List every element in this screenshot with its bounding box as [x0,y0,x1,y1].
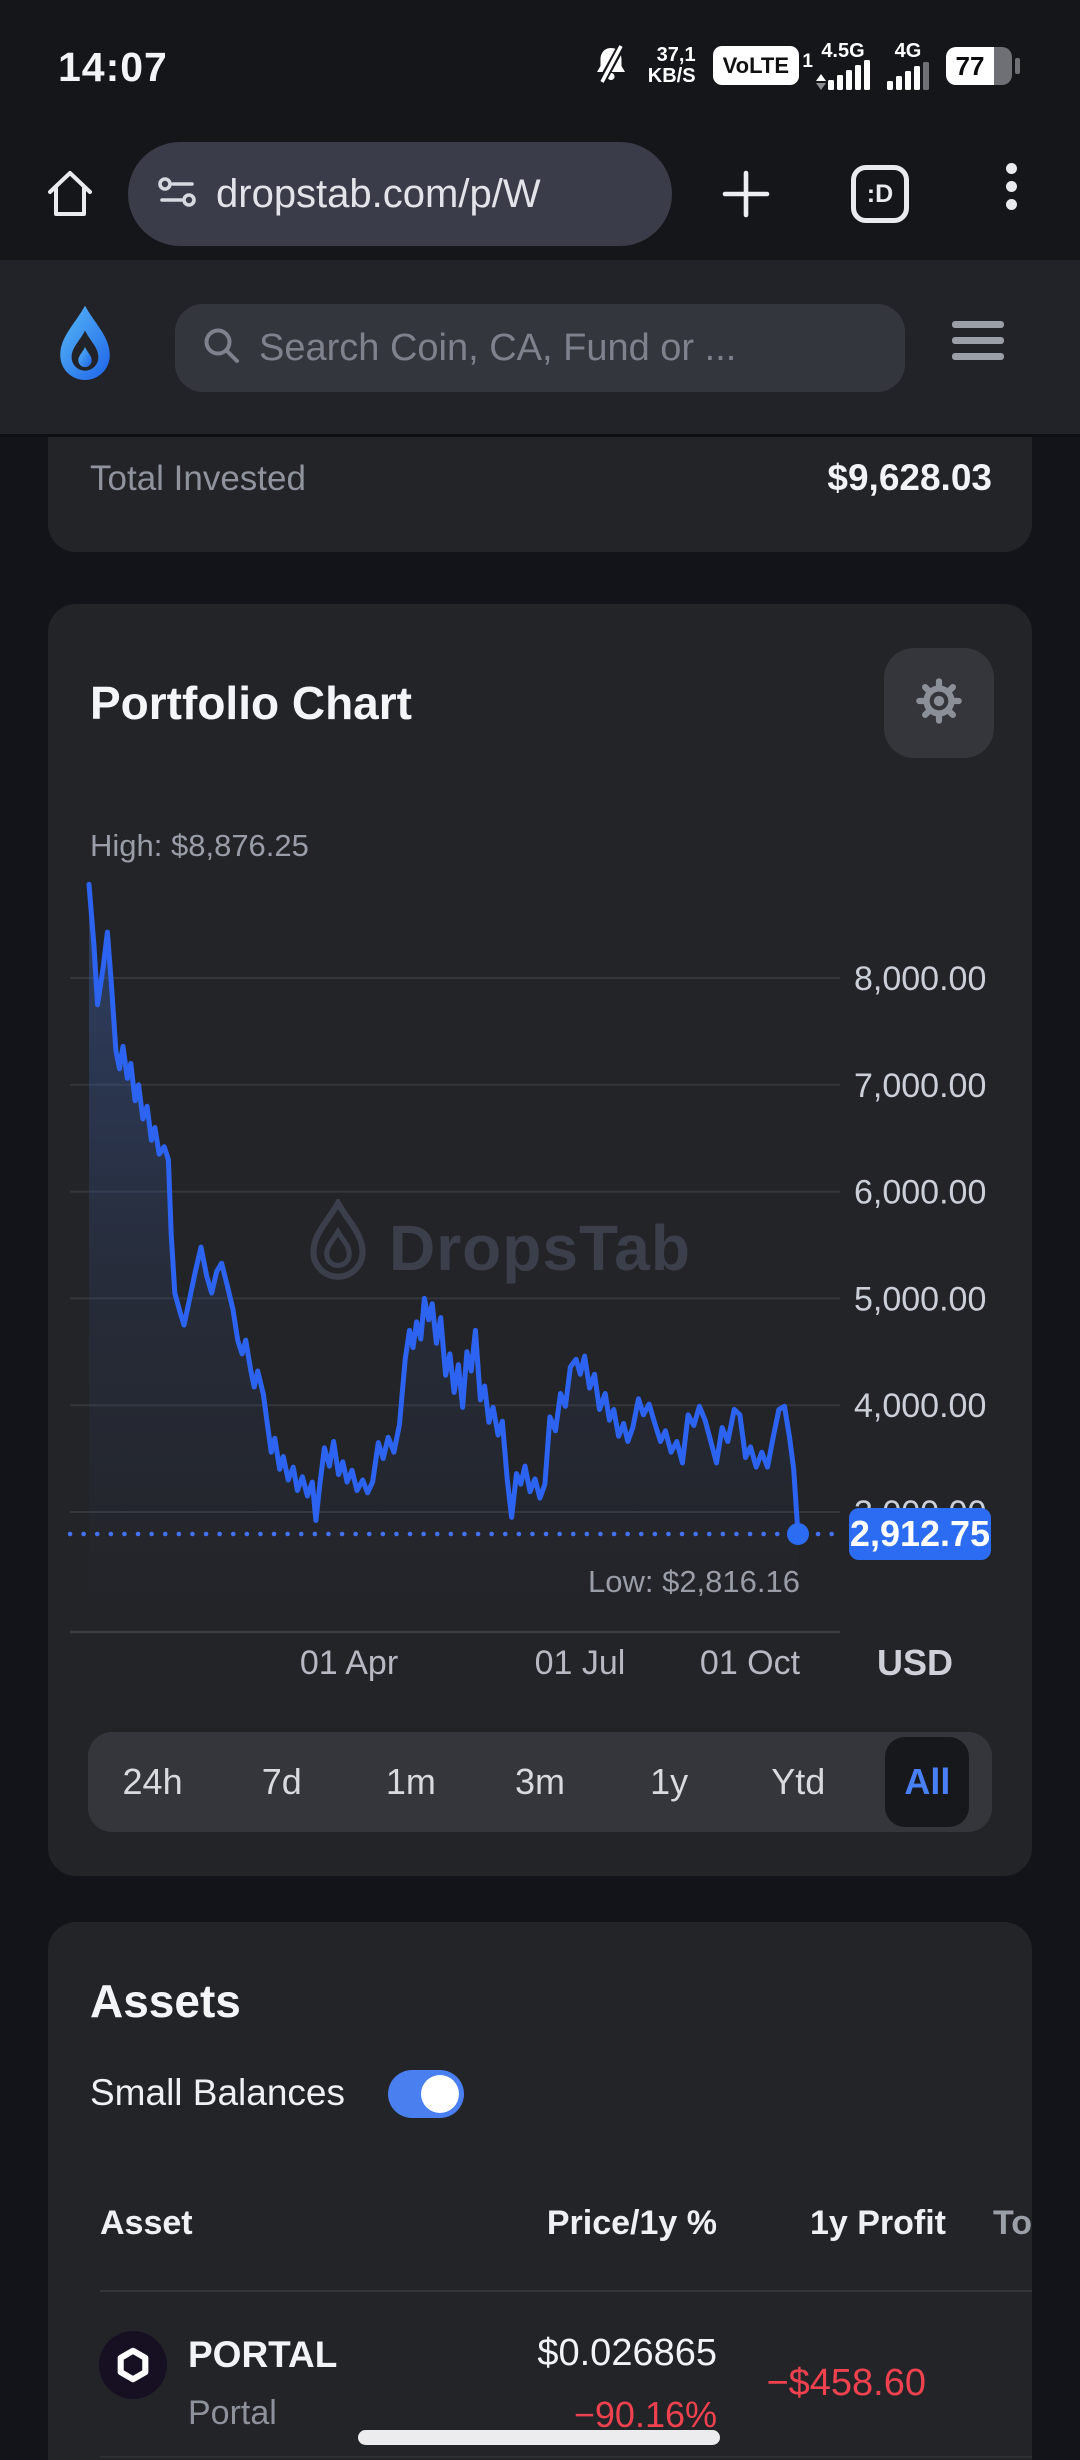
volte-badge: VoLTE 1 [712,45,813,85]
site-settings-icon[interactable] [154,169,200,220]
x-axis-tick: 01 Apr [299,1644,399,1682]
site-header [0,260,1080,437]
battery-percent: 77 [946,47,994,85]
portfolio-chart-card: Portfolio Chart High: $8,876.25 8,000.00… [48,604,1032,1876]
small-balances-label: Small Balances [90,2072,346,2113]
clock: 14:07 [58,44,168,90]
data-activity-arrows [816,74,826,90]
y-axis-tick: 7,000.00 [854,1067,986,1105]
assets-card: Assets Small Balances Asset Price/1y % 1… [48,1922,1032,2460]
x-axis-tick: 01 Jul [534,1644,626,1682]
price-line [86,881,801,1537]
menu-icon[interactable] [952,312,1004,369]
url-text: dropstab.com/p/W [216,171,541,216]
range-button-24h[interactable]: 24h [122,1761,183,1802]
system-top-bars: 14:07 37,1 KB/S VoLTE 1 4.5G [0,0,1080,260]
status-icons: 37,1 KB/S VoLTE 1 4.5G 4G [591,36,1020,96]
chart-low-label: Low: $2,816.16 [587,1564,800,1599]
asset-change-1y: −90.16% [573,2394,717,2435]
assets-title: Assets [90,1975,241,2027]
new-tab-icon[interactable] [722,170,770,223]
portfolio-line-chart[interactable]: 8,000.00 7,000.00 6,000.00 5,000.00 4,000.00… [48,604,1032,1876]
search-icon [199,323,245,374]
current-value-badge: 2,912.75 [849,1508,991,1560]
battery-indicator: 77 [946,47,1020,85]
x-axis-tick: 01 Oct [699,1644,801,1682]
dropstab-logo[interactable] [52,300,118,401]
column-header-asset[interactable]: Asset [100,2204,193,2242]
horizontal-scroll-thumb[interactable] [358,2430,720,2445]
asset-name: Portal [188,2394,277,2432]
sim1-signal: 4.5G [816,41,870,90]
home-icon[interactable] [42,164,98,229]
asset-profit-1y: −$458.60 [766,2362,926,2404]
chart-settings-button[interactable] [884,648,994,758]
chart-title: Portfolio Chart [90,677,412,729]
notifications-off-icon [591,42,631,91]
last-point-marker [787,1523,809,1545]
column-header-profit[interactable]: 1y Profit [809,2204,947,2242]
small-balances-toggle[interactable] [388,2070,464,2118]
search-bar[interactable] [175,304,905,392]
gear-icon [910,672,968,735]
range-button-ytd[interactable]: Ytd [771,1761,826,1802]
sim1-index: 1 [802,50,813,72]
total-invested-value: $9,628.03 [827,457,992,498]
asset-price: $0.026865 [537,2332,717,2374]
range-button-all[interactable]: All [863,1732,992,1832]
total-invested-card: Total Invested $9,628.03 [48,437,1032,552]
y-axis-tick: 8,000.00 [854,960,986,998]
portal-coin-icon [99,2331,167,2399]
total-invested-label: Total Invested [90,459,306,498]
time-range-selector: 24h 7d 1m 3m 1y Ytd All [88,1732,992,1832]
range-button-1m[interactable]: 1m [385,1761,436,1802]
column-header-total[interactable]: Total [993,2204,1032,2242]
range-button-7d[interactable]: 7d [261,1761,302,1802]
range-button-3m[interactable]: 3m [514,1761,565,1802]
url-bar[interactable]: dropstab.com/p/W [128,142,672,246]
network-speed: 37,1 KB/S [647,44,696,87]
search-input[interactable] [259,326,859,370]
y-axis-tick: 6,000.00 [854,1174,986,1212]
y-axis-tick: 4,000.00 [854,1387,986,1425]
column-header-price[interactable]: Price/1y % [546,2204,717,2242]
currency-label[interactable]: USD [876,1642,954,1683]
signal-bars-icon [828,60,870,90]
tab-switcher-icon[interactable]: :D [851,165,909,223]
asset-symbol: PORTAL [188,2334,338,2375]
chart-high-label: High: $8,876.25 [90,828,309,863]
signal-bars-icon [887,60,929,90]
range-button-1y[interactable]: 1y [650,1761,689,1802]
y-axis-tick: 5,000.00 [854,1280,986,1318]
browser-menu-icon[interactable] [1006,156,1017,217]
sim2-signal: 4G [887,41,929,90]
